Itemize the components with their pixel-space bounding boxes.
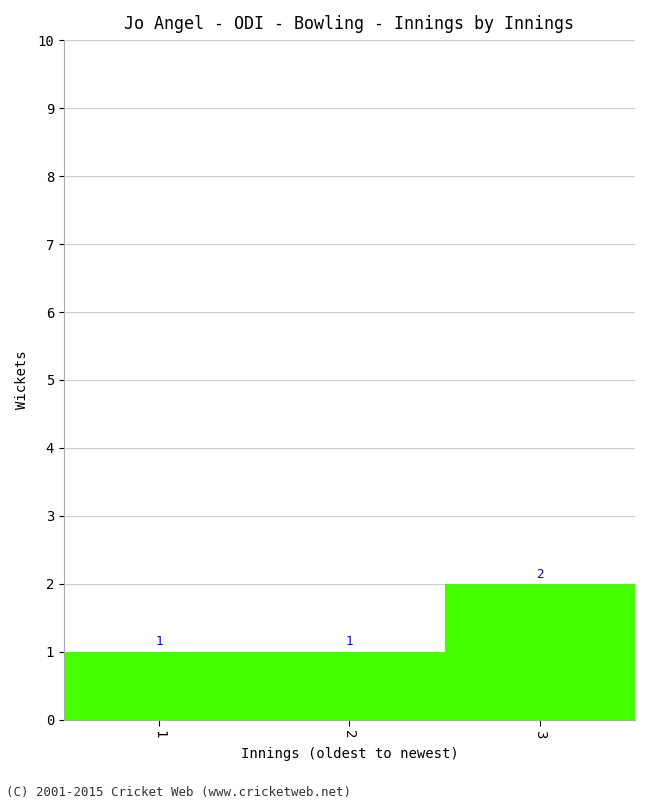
Bar <box>254 652 445 720</box>
Y-axis label: Wickets: Wickets <box>15 350 29 410</box>
Bar <box>445 584 635 720</box>
Text: 1: 1 <box>346 635 353 649</box>
X-axis label: Innings (oldest to newest): Innings (oldest to newest) <box>240 747 458 761</box>
Text: (C) 2001-2015 Cricket Web (www.cricketweb.net): (C) 2001-2015 Cricket Web (www.cricketwe… <box>6 786 352 799</box>
Bar <box>64 652 254 720</box>
Title: Jo Angel - ODI - Bowling - Innings by Innings: Jo Angel - ODI - Bowling - Innings by In… <box>124 15 575 33</box>
Text: 1: 1 <box>155 635 162 649</box>
Text: 2: 2 <box>536 567 543 581</box>
